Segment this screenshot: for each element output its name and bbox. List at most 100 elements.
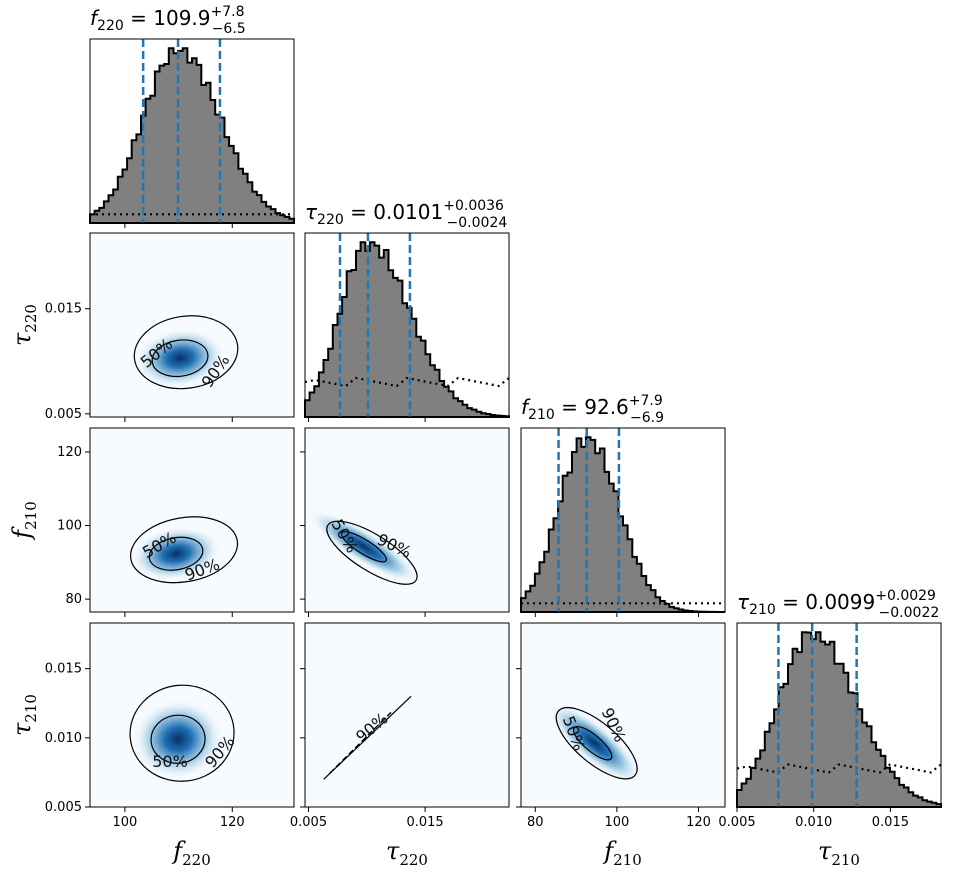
prior-line <box>736 763 942 774</box>
x-tick-label: 0.010 <box>795 815 832 830</box>
density-shading <box>134 328 226 389</box>
title-value: = 92.6 <box>555 395 629 419</box>
axes-frame <box>304 427 510 613</box>
x-axis-t220 <box>307 612 426 617</box>
y-axis-label: τ210 <box>8 694 40 736</box>
axes-frame <box>89 427 295 613</box>
axes-frame <box>736 622 942 808</box>
title-subscript: 220 <box>97 18 124 34</box>
title-symbol: τ <box>737 590 750 614</box>
contour-90 <box>133 315 239 390</box>
x-tick-label: 100 <box>112 815 137 830</box>
axes-frame <box>304 232 510 418</box>
axis-subscript: 210 <box>22 501 40 530</box>
title-symbol: f <box>521 395 531 419</box>
marginal-title: f220 = 109.9+7.8 −6.5 <box>90 4 246 37</box>
density-panel-f220-t220: 50% 90% <box>89 232 295 418</box>
x-axis-f220 <box>124 417 233 422</box>
y-axis-t220: 0.005 0.015 τ220 <box>8 302 90 422</box>
density-shading <box>547 702 642 785</box>
panel-background <box>90 428 294 612</box>
title-value: = 109.9 <box>124 6 211 30</box>
contour-50 <box>572 726 613 761</box>
x-tick-label: 80 <box>527 815 544 830</box>
density-panel-f210-t210: 50% 90% <box>520 622 726 808</box>
marginal-hist-t220: τ220 = 0.0101+0.0036 −0.0024 <box>304 198 510 418</box>
y-tick-label: 0.015 <box>45 302 82 317</box>
axes-frame <box>520 427 726 613</box>
title-subscript: 210 <box>749 602 776 618</box>
posterior-histogram <box>89 47 295 224</box>
title-subscript: 210 <box>528 407 555 423</box>
marginal-title: τ220 = 0.0101+0.0036 −0.0024 <box>305 198 507 231</box>
x-axis-f220 <box>124 223 233 228</box>
x-axis-label: f220 <box>171 837 211 869</box>
marginal-hist-t210: τ210 = 0.0099+0.0029 −0.0022 <box>736 588 942 808</box>
density-panel-f220-f210: 50%90% <box>89 427 295 613</box>
panel-background <box>90 233 294 417</box>
x-axis-f210: 80 100 120 f210 <box>527 807 711 869</box>
axes-frame <box>89 232 295 418</box>
title-lower-error: −0.0022 <box>879 605 940 621</box>
x-tick-label: 0.015 <box>872 815 909 830</box>
posterior-histogram <box>736 631 942 808</box>
marginal-title: τ210 = 0.0099+0.0029 −0.0022 <box>737 588 939 621</box>
x-tick-label: 0.005 <box>290 815 327 830</box>
axis-subscript: 220 <box>399 851 428 869</box>
contour-label: 50% <box>152 752 188 771</box>
density-shading <box>130 525 222 582</box>
y-tick-label: 120 <box>57 445 82 460</box>
x-tick-label: 0.005 <box>718 815 755 830</box>
title-value: = 0.0099 <box>776 590 875 614</box>
x-axis-label: τ220 <box>386 837 428 869</box>
y-axis-t210 <box>300 668 305 808</box>
panel-background <box>305 623 509 807</box>
axes-frame <box>89 622 295 808</box>
contour-50 <box>329 711 392 774</box>
y-axis-label: τ220 <box>8 304 40 346</box>
y-axis-label: f210 <box>8 501 40 541</box>
title-upper-error: +0.0029 <box>875 588 936 604</box>
title-subscript: 220 <box>317 212 344 228</box>
axes-frame <box>304 622 510 808</box>
title-lower-error: −0.0024 <box>447 215 508 231</box>
axis-subscript: 220 <box>182 851 211 869</box>
axis-subscript: 210 <box>613 851 642 869</box>
posterior-histogram <box>520 436 725 613</box>
title-lower-error: −6.5 <box>212 21 246 37</box>
y-axis-f210: 80 100 120 f210 <box>8 445 90 607</box>
y-tick-label: 0.005 <box>45 800 82 815</box>
x-axis-t220 <box>307 417 426 422</box>
title-upper-error: +0.0036 <box>443 198 504 214</box>
x-tick-label: 120 <box>220 815 245 830</box>
axis-symbol: τ <box>818 837 832 865</box>
y-axis-f210 <box>300 451 305 600</box>
density-panel-t220-t210: 90% <box>304 622 510 808</box>
title-upper-error: +7.8 <box>211 4 245 20</box>
x-tick-label: 0.015 <box>406 815 443 830</box>
title-symbol: f <box>90 6 100 30</box>
contour-50 <box>151 339 209 378</box>
contour-90 <box>129 684 235 782</box>
axes-frame <box>520 622 726 808</box>
x-axis-f220 <box>124 612 233 617</box>
x-tick-label: 120 <box>686 815 711 830</box>
contour-50 <box>340 531 387 563</box>
y-tick-label: 0.005 <box>45 407 82 422</box>
x-axis-label: τ210 <box>818 837 860 869</box>
contour-50 <box>150 714 206 764</box>
posterior-histogram <box>304 241 510 418</box>
axis-symbol: τ <box>8 332 36 346</box>
contour-90 <box>129 516 239 584</box>
axis-subscript: 220 <box>22 304 40 333</box>
prior-line <box>304 376 510 388</box>
marginal-hist-f210: f210 = 92.6+7.9 −6.9 <box>520 393 726 613</box>
y-tick-label: 0.010 <box>45 731 82 746</box>
title-lower-error: −6.9 <box>630 410 664 426</box>
title-upper-error: +7.9 <box>629 393 663 409</box>
axis-subscript: 210 <box>22 694 40 723</box>
title-value: = 0.0101 <box>344 200 443 224</box>
axis-symbol: τ <box>8 722 36 736</box>
marginal-hist-f220: f220 = 109.9+7.8 −6.5 <box>89 4 295 224</box>
contour-50 <box>148 536 204 571</box>
